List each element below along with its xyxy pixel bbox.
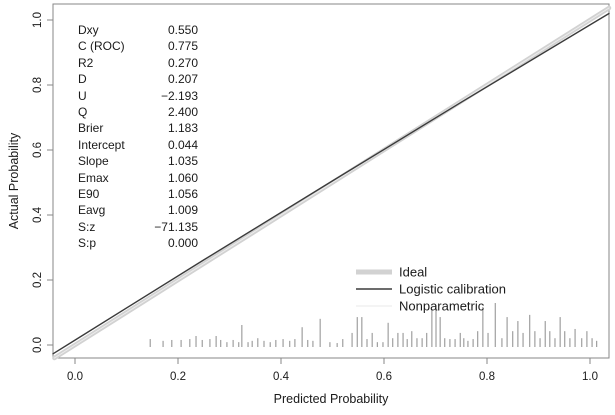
plot-box	[52, 3, 610, 359]
stat-row: C (ROC) 0.775	[78, 38, 198, 54]
stat-value: 2.400	[167, 104, 198, 119]
stat-label: C (ROC)	[78, 39, 125, 54]
x-tick-label: 0.4	[273, 371, 290, 383]
stat-row: Q 2.400	[78, 104, 198, 120]
y-tick-label: 0.0	[32, 337, 44, 353]
series-line-logistic-calibration	[52, 12, 610, 355]
x-tick-label: 1.0	[582, 371, 598, 383]
x-tick-label: 0.2	[170, 371, 186, 383]
stat-label: U	[78, 88, 87, 103]
stat-row: Dxy 0.550	[78, 22, 198, 38]
y-axis-label: Actual Probability	[7, 132, 21, 230]
stat-label: R2	[78, 55, 94, 70]
stat-label: Dxy	[78, 23, 99, 37]
x-axis-label: Predicted Probability	[273, 392, 389, 406]
stat-label: S:p	[78, 236, 97, 251]
legend-label: Nonparametric	[399, 299, 485, 314]
x-tick-label: 0.6	[376, 371, 392, 383]
stat-row: Eavg 1.009	[78, 202, 198, 218]
y-tick-label: 0.2	[32, 272, 44, 288]
stat-label: E90	[78, 186, 100, 201]
y-tick-label: 0.8	[32, 77, 44, 93]
legend-label: Ideal	[399, 265, 427, 280]
stat-row: D 0.207	[78, 71, 198, 87]
stats-panel: Dxy 0.550 C (ROC) 0.775 R2 0.270 D 0.207 U −2.193…	[78, 22, 198, 251]
stat-label: Intercept	[78, 137, 125, 152]
stat-row: U −2.193	[78, 88, 198, 104]
stat-label: Slope	[78, 154, 109, 169]
stat-label: D	[78, 72, 87, 87]
stat-value: 0.044	[167, 137, 198, 152]
stat-row: S:p 0.000	[78, 235, 198, 251]
series-line-nonparametric	[53, 7, 610, 359]
stat-row: S:z −71.135	[78, 219, 198, 235]
stat-label: Q	[78, 104, 88, 119]
y-tick-label: 1.0	[32, 12, 44, 28]
x-tick-label: 0.8	[479, 371, 495, 383]
stat-value: 1.035	[167, 154, 198, 169]
stat-value: 1.009	[167, 203, 198, 218]
x-tick-label: 0.0	[67, 371, 83, 383]
stat-value: 1.060	[167, 170, 198, 185]
stat-value: 0.550	[167, 23, 198, 37]
y-tick-label: 0.4	[32, 206, 44, 223]
stat-row: R2 0.270	[78, 55, 198, 71]
stat-value: −71.135	[154, 219, 198, 234]
stat-label: Brier	[78, 121, 104, 136]
stat-value: 0.000	[167, 236, 198, 251]
stat-value: 0.775	[167, 39, 198, 54]
stat-value: −2.193	[160, 88, 198, 103]
stat-row: Slope 1.035	[78, 153, 198, 169]
stat-row: Intercept 0.044	[78, 137, 198, 153]
stat-row: Brier 1.183	[78, 120, 198, 136]
y-tick-label: 0.6	[32, 142, 44, 158]
legend-label: Logistic calibration	[399, 282, 506, 297]
stat-value: 1.056	[167, 186, 198, 201]
stat-value: 0.207	[167, 72, 198, 87]
stat-row: Emax 1.060	[78, 170, 198, 186]
stat-row: E90 1.056	[78, 186, 198, 202]
stat-value: 1.183	[167, 121, 198, 136]
stat-label: Emax	[78, 170, 109, 185]
stat-value: 0.270	[167, 55, 198, 70]
stat-label: Eavg	[78, 203, 106, 218]
stat-label: S:z	[78, 219, 96, 234]
